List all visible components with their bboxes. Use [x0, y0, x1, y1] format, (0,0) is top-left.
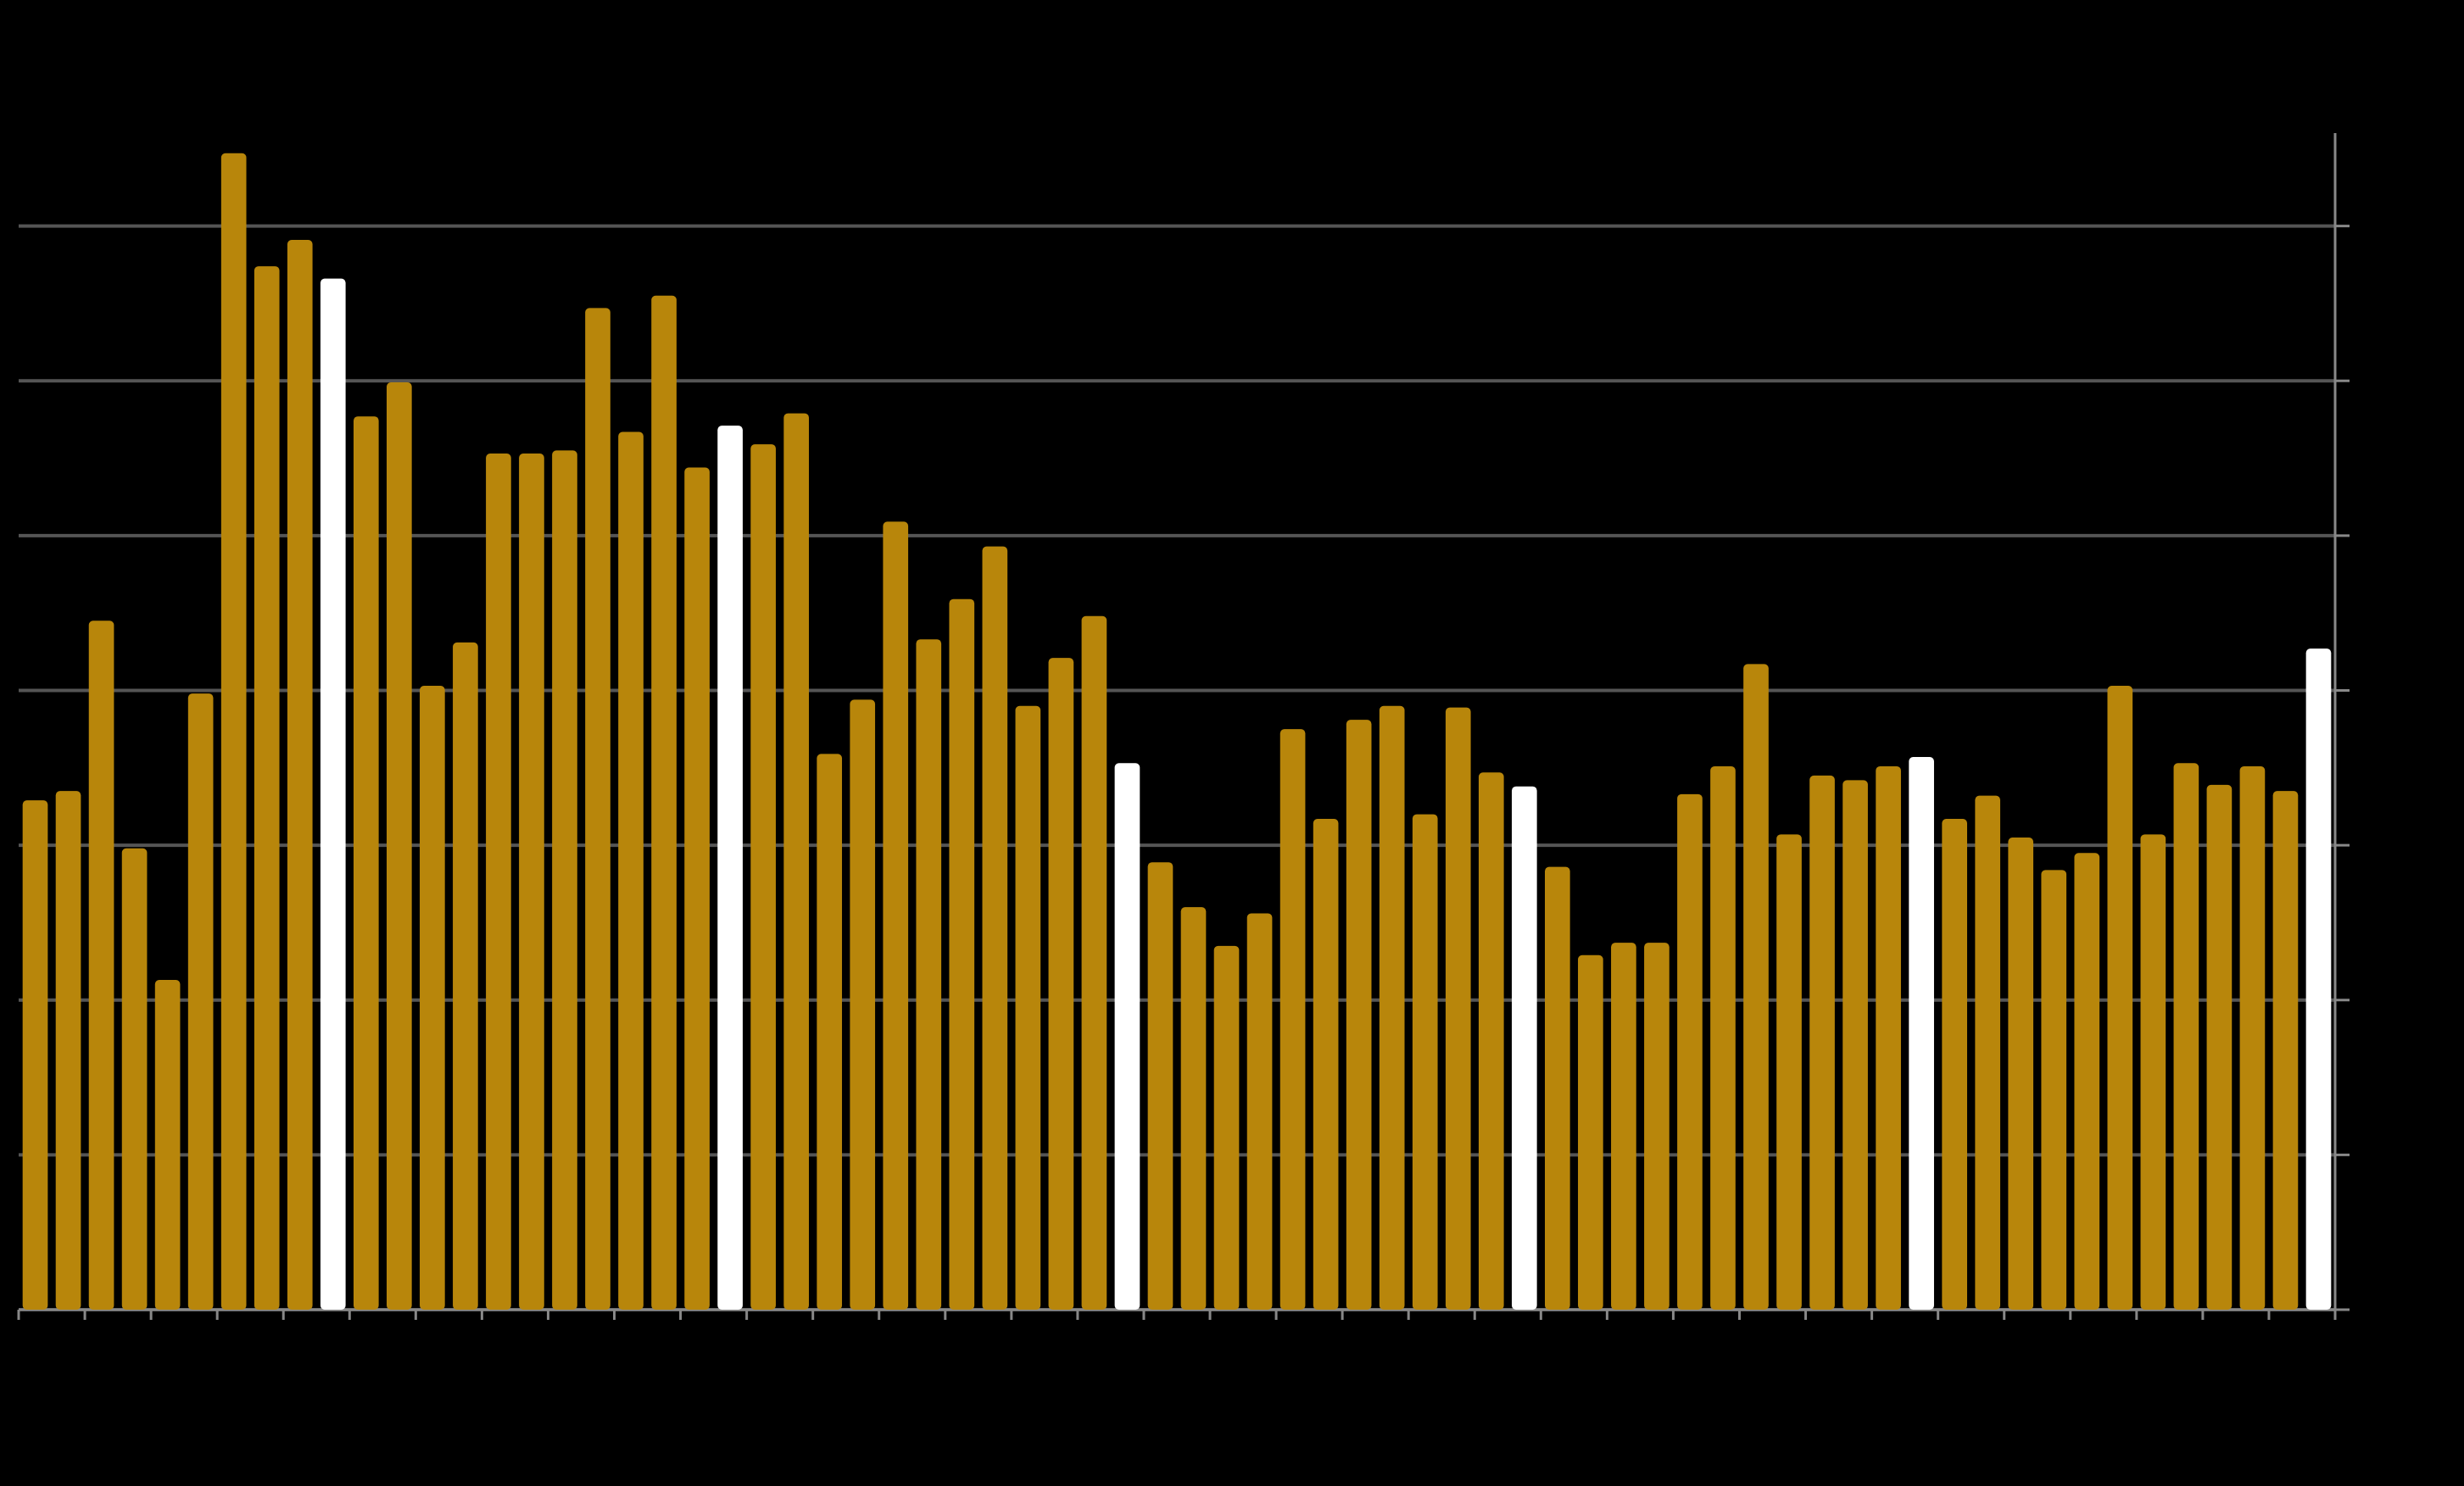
bar — [1776, 834, 1802, 1310]
bar — [1081, 615, 1107, 1310]
bar — [220, 153, 247, 1311]
bar — [519, 454, 544, 1310]
bar — [287, 240, 313, 1311]
bar — [1743, 664, 1769, 1310]
bar — [2173, 763, 2199, 1310]
bar — [2074, 853, 2100, 1310]
bar — [1975, 795, 2001, 1310]
bar — [121, 848, 148, 1310]
bar — [1876, 765, 1901, 1310]
bar — [1942, 819, 1968, 1310]
bar — [1147, 862, 1173, 1310]
bar — [1114, 763, 1140, 1310]
bar — [2140, 834, 2166, 1310]
bar — [1180, 907, 1207, 1310]
bar — [2239, 765, 2266, 1310]
bar — [1544, 866, 1570, 1310]
bar — [486, 454, 511, 1310]
bar — [1677, 793, 1703, 1310]
bar — [1644, 943, 1670, 1310]
bar — [817, 754, 843, 1310]
bar — [1842, 780, 1868, 1310]
bar — [55, 791, 81, 1310]
bar — [22, 800, 48, 1310]
bar — [2008, 837, 2034, 1310]
bar — [2041, 870, 2067, 1310]
bar — [850, 699, 876, 1310]
bar — [1611, 943, 1636, 1310]
bar — [154, 979, 181, 1310]
bar — [386, 382, 412, 1310]
bar — [1015, 705, 1041, 1310]
bar — [717, 426, 743, 1310]
bar — [2272, 791, 2299, 1310]
bar — [254, 266, 280, 1310]
bar — [320, 278, 346, 1310]
bar — [1346, 720, 1372, 1310]
bar — [651, 295, 677, 1310]
bar — [353, 416, 379, 1310]
bar — [750, 444, 776, 1310]
bar — [684, 467, 710, 1310]
bar — [1478, 772, 1504, 1310]
bar — [1279, 729, 1306, 1310]
bar — [982, 546, 1008, 1310]
bar — [2107, 685, 2133, 1310]
bar — [1048, 658, 1074, 1310]
bar — [2206, 784, 2233, 1310]
bar — [585, 308, 610, 1311]
bar — [1578, 954, 1603, 1310]
bar — [1213, 945, 1240, 1310]
bar — [1379, 705, 1405, 1310]
bar — [1710, 765, 1736, 1310]
bar — [783, 413, 810, 1310]
bar — [1246, 913, 1273, 1310]
bar — [916, 639, 942, 1310]
bar — [420, 685, 445, 1310]
bar — [1445, 707, 1471, 1310]
bar — [552, 450, 577, 1310]
bar — [1909, 757, 1934, 1310]
bar — [1511, 786, 1537, 1310]
bar — [2305, 648, 2332, 1310]
bar — [453, 642, 478, 1310]
bar — [618, 431, 644, 1310]
bar — [187, 693, 214, 1310]
bar — [1412, 814, 1438, 1310]
bar — [1809, 775, 1835, 1310]
bar — [949, 598, 975, 1310]
bar — [1313, 819, 1339, 1310]
bar — [88, 621, 114, 1310]
bar — [883, 521, 909, 1310]
